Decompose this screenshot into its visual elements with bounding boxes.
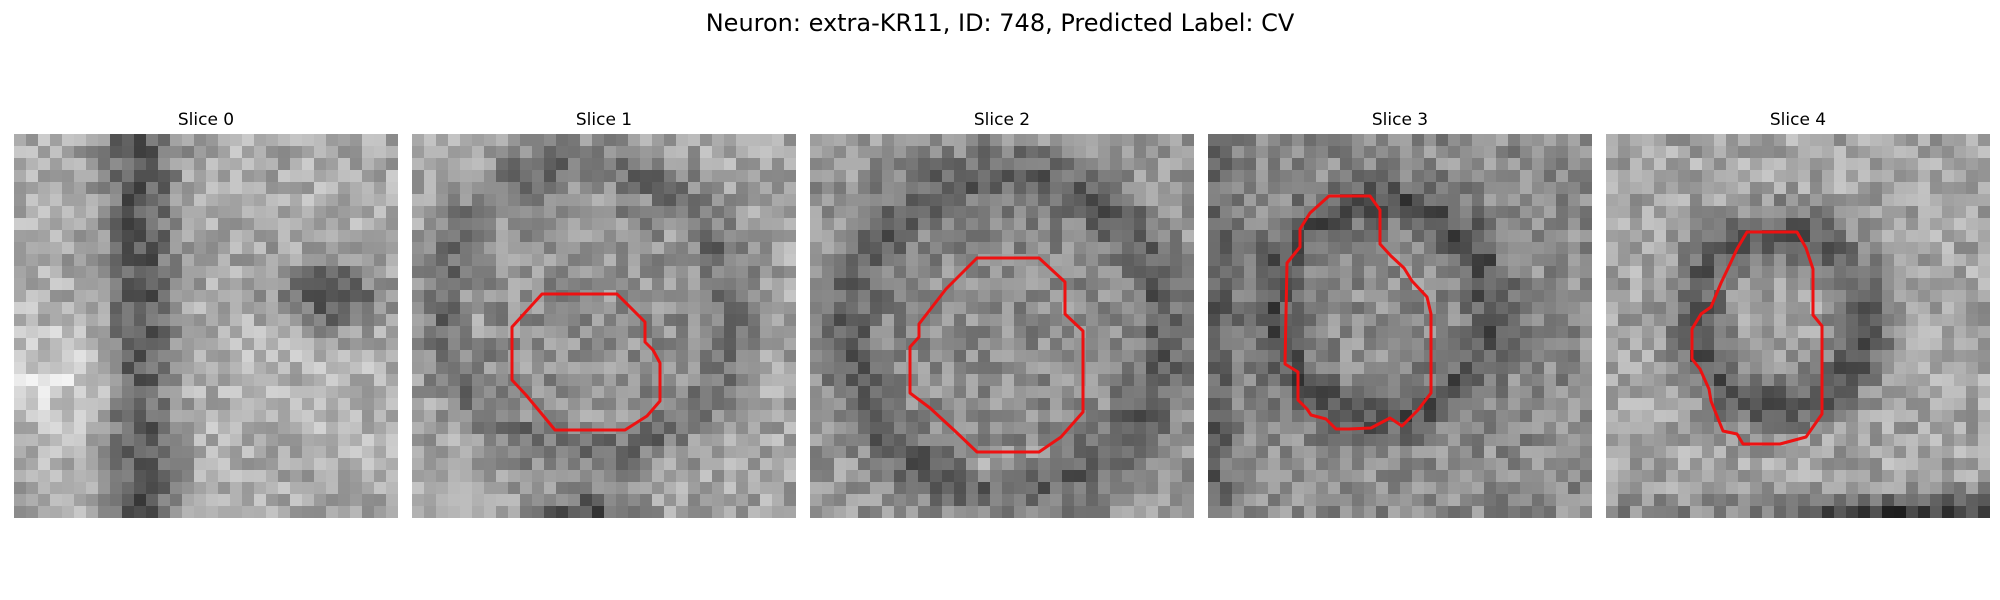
slice-2-image bbox=[810, 134, 1194, 518]
slice-0-pixels bbox=[14, 134, 398, 518]
slice-1-contour bbox=[510, 292, 662, 432]
slice-4-contour bbox=[1690, 230, 1824, 446]
slice-0-svg bbox=[14, 134, 398, 518]
slice-4-svg bbox=[1606, 134, 1990, 518]
slice-2-title: Slice 2 bbox=[973, 110, 1031, 130]
slice-1-image bbox=[412, 134, 796, 518]
slice-0-image bbox=[14, 134, 398, 518]
slice-2-contour bbox=[908, 256, 1085, 454]
slice-3-svg bbox=[1208, 134, 1592, 518]
slice-0-title: Slice 0 bbox=[177, 110, 235, 130]
slice-4-pixels bbox=[1606, 134, 1990, 518]
slice-4-title: Slice 4 bbox=[1769, 110, 1827, 130]
slice-1-title: Slice 1 bbox=[575, 110, 633, 130]
slice-3-contour bbox=[1283, 194, 1433, 431]
slice-3-image bbox=[1208, 134, 1592, 518]
figure-title: Neuron: extra-KR11, ID: 748, Predicted L… bbox=[705, 9, 1295, 37]
slice-2-svg bbox=[810, 134, 1194, 518]
slice-1-pixels bbox=[412, 134, 796, 518]
slice-1-svg bbox=[412, 134, 796, 518]
slice-2-pixels bbox=[810, 134, 1194, 518]
slice-4-image bbox=[1606, 134, 1990, 518]
slice-3-pixels bbox=[1208, 134, 1592, 518]
slice-3-title: Slice 3 bbox=[1371, 110, 1429, 130]
